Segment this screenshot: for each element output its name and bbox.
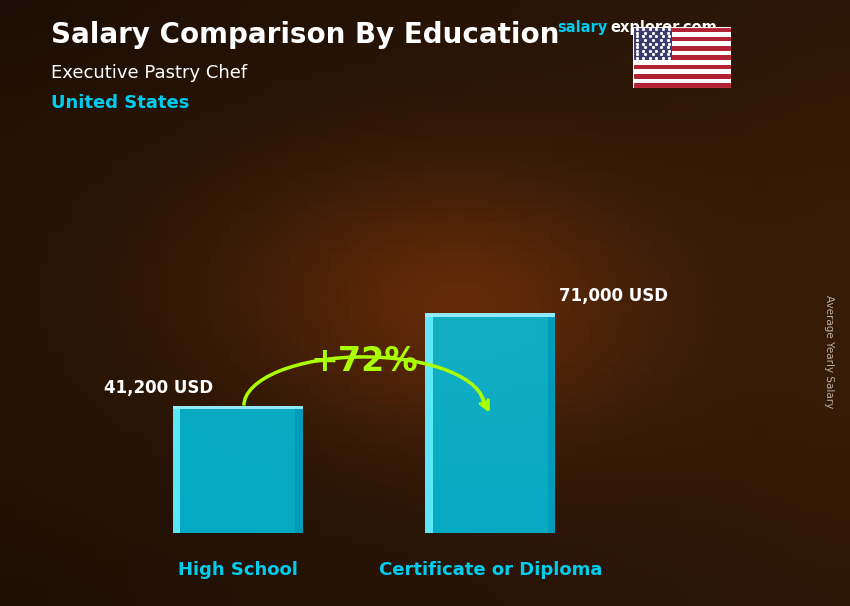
Bar <box>633 60 731 65</box>
Bar <box>633 36 731 41</box>
Bar <box>633 46 731 50</box>
Bar <box>633 32 731 36</box>
Text: salary: salary <box>557 20 607 35</box>
Text: +72%: +72% <box>310 345 418 378</box>
Text: United States: United States <box>51 94 190 112</box>
Bar <box>633 27 731 32</box>
FancyBboxPatch shape <box>173 405 303 533</box>
Text: High School: High School <box>178 561 298 579</box>
Bar <box>633 79 731 83</box>
Bar <box>633 27 672 60</box>
Bar <box>633 74 731 79</box>
Bar <box>633 55 731 60</box>
FancyBboxPatch shape <box>425 313 556 533</box>
Text: 41,200 USD: 41,200 USD <box>104 379 212 398</box>
Bar <box>173 405 303 409</box>
Bar <box>425 313 434 533</box>
Text: Certificate or Diploma: Certificate or Diploma <box>379 561 602 579</box>
Bar <box>425 313 555 317</box>
Bar <box>633 41 731 46</box>
Text: Executive Pastry Chef: Executive Pastry Chef <box>51 64 247 82</box>
Text: Salary Comparison By Education: Salary Comparison By Education <box>51 21 559 49</box>
Bar <box>633 50 731 55</box>
Bar <box>295 405 303 533</box>
Bar <box>173 405 180 533</box>
Bar <box>547 313 556 533</box>
Bar <box>633 65 731 69</box>
Text: explorer.com: explorer.com <box>610 20 717 35</box>
Bar <box>633 69 731 74</box>
Text: 71,000 USD: 71,000 USD <box>558 287 668 305</box>
Text: Average Yearly Salary: Average Yearly Salary <box>824 295 834 408</box>
Bar <box>633 83 731 88</box>
